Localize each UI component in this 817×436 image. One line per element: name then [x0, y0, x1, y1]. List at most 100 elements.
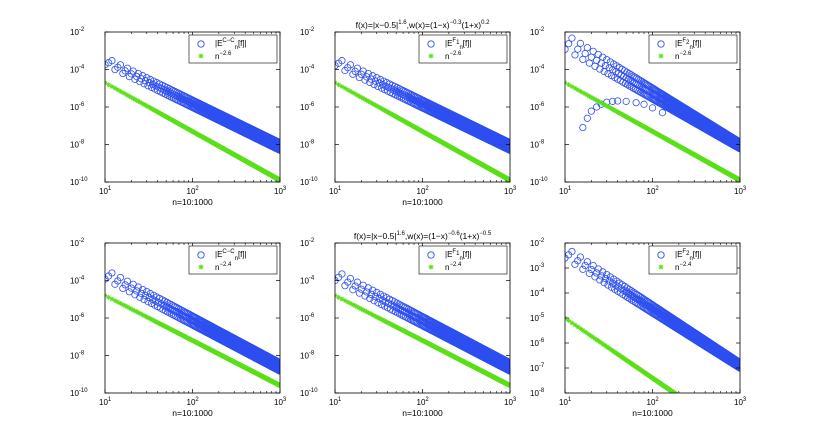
- tick-exponent: -8: [79, 140, 85, 146]
- legend-box: [188, 34, 278, 64]
- error-point: [589, 47, 597, 55]
- error-point: [581, 49, 589, 58]
- error-point: [338, 57, 346, 65]
- legend-label-error: |EF1n[f]|: [445, 38, 472, 51]
- rate-markers: [335, 80, 510, 182]
- legend-circle-marker: [427, 40, 435, 48]
- tick-base: 10: [70, 103, 79, 112]
- title-text: ,w(x)=(1−x): [407, 20, 450, 30]
- y-tick-label: 10-10: [300, 177, 318, 187]
- legend-label-sub: n: [459, 45, 462, 51]
- rate-point: [137, 99, 143, 105]
- error-point: [146, 75, 154, 84]
- y-tick-label: 10-6: [300, 102, 315, 112]
- rate-point: [357, 93, 362, 99]
- error-point: [147, 83, 156, 92]
- tick-base: 10: [300, 28, 309, 37]
- legend-star-marker: [198, 53, 204, 59]
- tick-base: 10: [274, 187, 283, 196]
- error-point: [376, 75, 384, 84]
- tick-exponent: 3: [283, 186, 287, 192]
- error-point: [599, 53, 607, 61]
- y-tick-label: 10-2: [300, 27, 315, 37]
- plot-area: [565, 34, 740, 182]
- rate-point: [367, 99, 373, 105]
- rate-point: [354, 92, 360, 98]
- rate-point: [109, 84, 115, 89]
- tick-base: 10: [300, 66, 309, 75]
- x-axis-label: n=10:1000: [172, 197, 213, 207]
- rate-point: [132, 97, 138, 102]
- error-point: [367, 75, 375, 83]
- title-text: f(x)=|x−0.5|: [356, 20, 399, 30]
- error-markers: [335, 57, 510, 154]
- rate-point: [112, 85, 118, 91]
- title-exponent: 1.6: [398, 20, 407, 26]
- error-point: [565, 40, 573, 48]
- rate-point: [106, 82, 111, 88]
- error-point: [370, 80, 378, 89]
- y-tick-label: 10-10: [70, 177, 88, 187]
- rate-point: [127, 93, 132, 99]
- error-point: [627, 71, 635, 79]
- legend-label-tail: [f]|: [238, 39, 247, 48]
- error-point: [631, 73, 639, 81]
- rate-point: [134, 97, 140, 103]
- y-tick-label: 10-4: [300, 65, 315, 75]
- subplot-1: 101 102 10310-1010-810-610-410-2n=10:1000|…: [70, 27, 287, 207]
- tick-exponent: 2: [195, 186, 199, 192]
- rate-point: [118, 88, 123, 94]
- tick-base: 10: [70, 141, 79, 150]
- rate-point: [364, 97, 370, 103]
- tick-exponent: 3: [513, 186, 517, 192]
- rate-point: [358, 94, 364, 100]
- legend: |EF1n[f]|n−2.6: [418, 34, 508, 64]
- x-tick-label: 101: [99, 186, 112, 196]
- y-tick-label: 10-6: [70, 102, 85, 112]
- error-point: [116, 61, 125, 69]
- subplot-title: f(x)=|x−0.5|1.6,w(x)=(1−x)−0.3(1+x)0.2: [356, 20, 490, 30]
- error-point: [568, 34, 576, 42]
- rate-point: [371, 102, 377, 107]
- tick-base: 10: [70, 28, 79, 37]
- tick-base: 10: [99, 187, 108, 196]
- error-point: [593, 56, 601, 64]
- error-point: [114, 63, 122, 71]
- legend-circle-marker: [197, 40, 205, 48]
- tick-exponent: 1: [108, 186, 112, 192]
- y-tick-label: 10-4: [70, 65, 85, 75]
- error-markers: [105, 57, 280, 154]
- tick-exponent: -6: [309, 102, 315, 108]
- error-point: [623, 68, 631, 76]
- error-point: [121, 67, 129, 75]
- title-exponent: −0.3: [450, 20, 463, 26]
- error-point: [576, 39, 585, 47]
- x-axis-label: n=10:1000: [402, 197, 443, 207]
- rate-point: [342, 85, 348, 91]
- error-point: [119, 69, 127, 78]
- error-point: [145, 79, 153, 87]
- legend-label-sup: C−C: [222, 38, 235, 44]
- error-markers: [565, 34, 740, 153]
- tick-base: 10: [70, 178, 79, 187]
- rate-point: [120, 90, 126, 95]
- legend-label-sup: −2.6: [219, 51, 232, 57]
- tick-base: 10: [329, 187, 338, 196]
- error-point: [605, 64, 613, 72]
- rate-point: [362, 97, 368, 102]
- tick-base: 10: [300, 178, 309, 187]
- plot-area: [105, 57, 280, 182]
- error-point: [108, 57, 116, 65]
- tick-exponent: 2: [425, 186, 429, 192]
- y-tick-label: 10-2: [70, 27, 85, 37]
- tick-exponent: -4: [309, 65, 315, 71]
- error-point: [134, 69, 142, 78]
- error-point: [583, 44, 591, 52]
- error-point: [346, 61, 355, 69]
- rate-markers: [105, 80, 280, 182]
- error-point: [374, 82, 382, 91]
- legend-label-error: |EC−Cn[f]|: [215, 38, 247, 51]
- legend-label-sup: F: [452, 38, 456, 44]
- rate-point: [122, 91, 128, 97]
